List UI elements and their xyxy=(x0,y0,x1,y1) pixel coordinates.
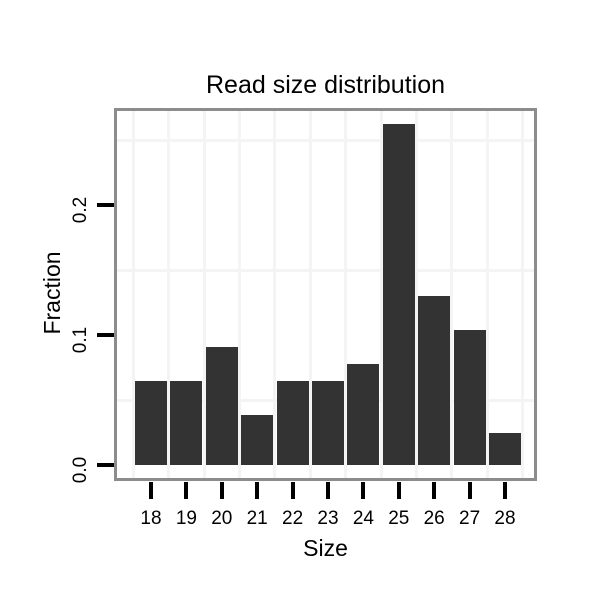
bar-size-24 xyxy=(347,363,380,465)
x-tick-mark xyxy=(149,482,153,499)
x-tick-mark xyxy=(290,482,295,499)
bar-size-26 xyxy=(418,296,451,465)
x-tick-mark xyxy=(361,482,366,499)
x-tick-label: 28 xyxy=(494,508,516,529)
y-tick-label: 0.0 xyxy=(70,456,91,484)
horizontal-gridline xyxy=(117,268,534,272)
bar-size-27 xyxy=(453,329,486,465)
y-axis-title: Fraction xyxy=(39,251,65,335)
x-tick-label: 22 xyxy=(282,508,304,529)
bar-size-21 xyxy=(241,414,274,465)
bar-size-18 xyxy=(135,380,167,465)
y-tick-mark xyxy=(97,203,114,207)
vertical-gridline xyxy=(485,111,489,478)
y-tick-label: 0.2 xyxy=(70,196,91,224)
bar-size-19 xyxy=(170,380,203,465)
x-tick-label: 23 xyxy=(317,508,339,529)
x-tick-label: 21 xyxy=(246,508,268,529)
horizontal-gridline xyxy=(117,138,534,142)
x-tick-label: 27 xyxy=(459,508,481,529)
vertical-gridline xyxy=(167,111,171,478)
vertical-gridline xyxy=(308,111,312,478)
bar-size-23 xyxy=(312,380,344,465)
x-tick-label: 18 xyxy=(140,508,162,529)
bar-size-22 xyxy=(276,380,309,465)
x-tick-mark xyxy=(396,482,401,499)
x-tick-label: 24 xyxy=(352,508,374,529)
vertical-gridline xyxy=(450,111,454,478)
vertical-gridline xyxy=(521,111,525,478)
x-tick-mark xyxy=(184,482,189,499)
x-tick-label: 26 xyxy=(423,508,445,529)
x-tick-label: 25 xyxy=(388,508,410,529)
x-tick-mark xyxy=(503,482,507,499)
bar-size-25 xyxy=(382,124,415,465)
chart-title: Read size distribution xyxy=(205,71,445,99)
x-tick-mark xyxy=(326,482,330,499)
vertical-gridline xyxy=(415,111,418,478)
y-tick-mark xyxy=(97,333,114,337)
plot-panel xyxy=(114,108,537,481)
x-tick-mark xyxy=(219,482,224,499)
vertical-gridline xyxy=(238,111,241,478)
x-axis-title: Size xyxy=(303,535,348,561)
x-tick-mark xyxy=(255,482,260,499)
y-tick-mark xyxy=(97,463,114,467)
vertical-gridline xyxy=(131,111,135,478)
x-tick-label: 19 xyxy=(175,508,197,529)
vertical-gridline xyxy=(202,111,206,478)
y-tick-label: 0.1 xyxy=(70,326,91,354)
x-tick-mark xyxy=(467,482,472,499)
bar-size-28 xyxy=(489,432,521,465)
bar-size-20 xyxy=(205,346,238,465)
vertical-gridline xyxy=(273,111,277,478)
plot-area xyxy=(117,111,534,478)
vertical-gridline xyxy=(379,111,383,478)
x-tick-mark xyxy=(432,482,437,499)
vertical-gridline xyxy=(344,111,348,478)
x-tick-label: 20 xyxy=(211,508,233,529)
